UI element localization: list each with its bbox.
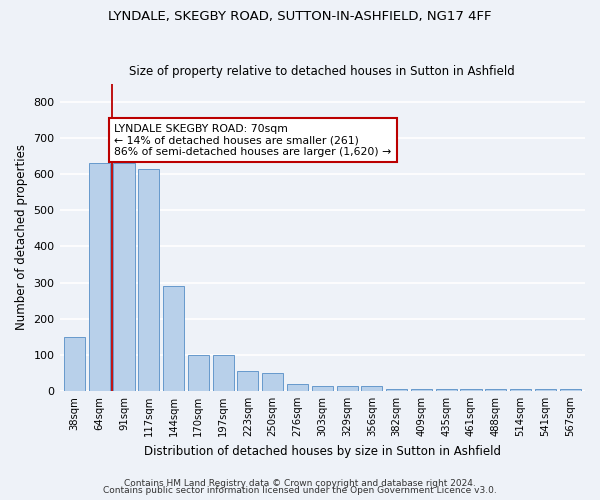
Bar [138, 168, 160, 391]
Text: Contains HM Land Registry data © Crown copyright and database right 2024.: Contains HM Land Registry data © Crown c… [124, 478, 476, 488]
Bar [411, 389, 432, 391]
Text: Contains public sector information licensed under the Open Government Licence v3: Contains public sector information licen… [103, 486, 497, 495]
Bar [337, 386, 358, 391]
Bar [386, 389, 407, 391]
Bar [436, 389, 457, 391]
Bar [287, 384, 308, 391]
Bar [510, 389, 531, 391]
Bar [212, 355, 233, 391]
Bar [64, 336, 85, 391]
Bar [485, 389, 506, 391]
Title: Size of property relative to detached houses in Sutton in Ashfield: Size of property relative to detached ho… [130, 66, 515, 78]
Bar [113, 164, 134, 391]
Bar [460, 389, 482, 391]
Bar [361, 386, 382, 391]
Text: LYNDALE SKEGBY ROAD: 70sqm
← 14% of detached houses are smaller (261)
86% of sem: LYNDALE SKEGBY ROAD: 70sqm ← 14% of deta… [114, 124, 391, 157]
Text: LYNDALE, SKEGBY ROAD, SUTTON-IN-ASHFIELD, NG17 4FF: LYNDALE, SKEGBY ROAD, SUTTON-IN-ASHFIELD… [108, 10, 492, 23]
Bar [188, 355, 209, 391]
Bar [163, 286, 184, 391]
Bar [262, 373, 283, 391]
Bar [312, 386, 333, 391]
Bar [238, 371, 259, 391]
Y-axis label: Number of detached properties: Number of detached properties [15, 144, 28, 330]
Bar [535, 389, 556, 391]
Bar [89, 164, 110, 391]
Bar [560, 389, 581, 391]
X-axis label: Distribution of detached houses by size in Sutton in Ashfield: Distribution of detached houses by size … [144, 444, 501, 458]
